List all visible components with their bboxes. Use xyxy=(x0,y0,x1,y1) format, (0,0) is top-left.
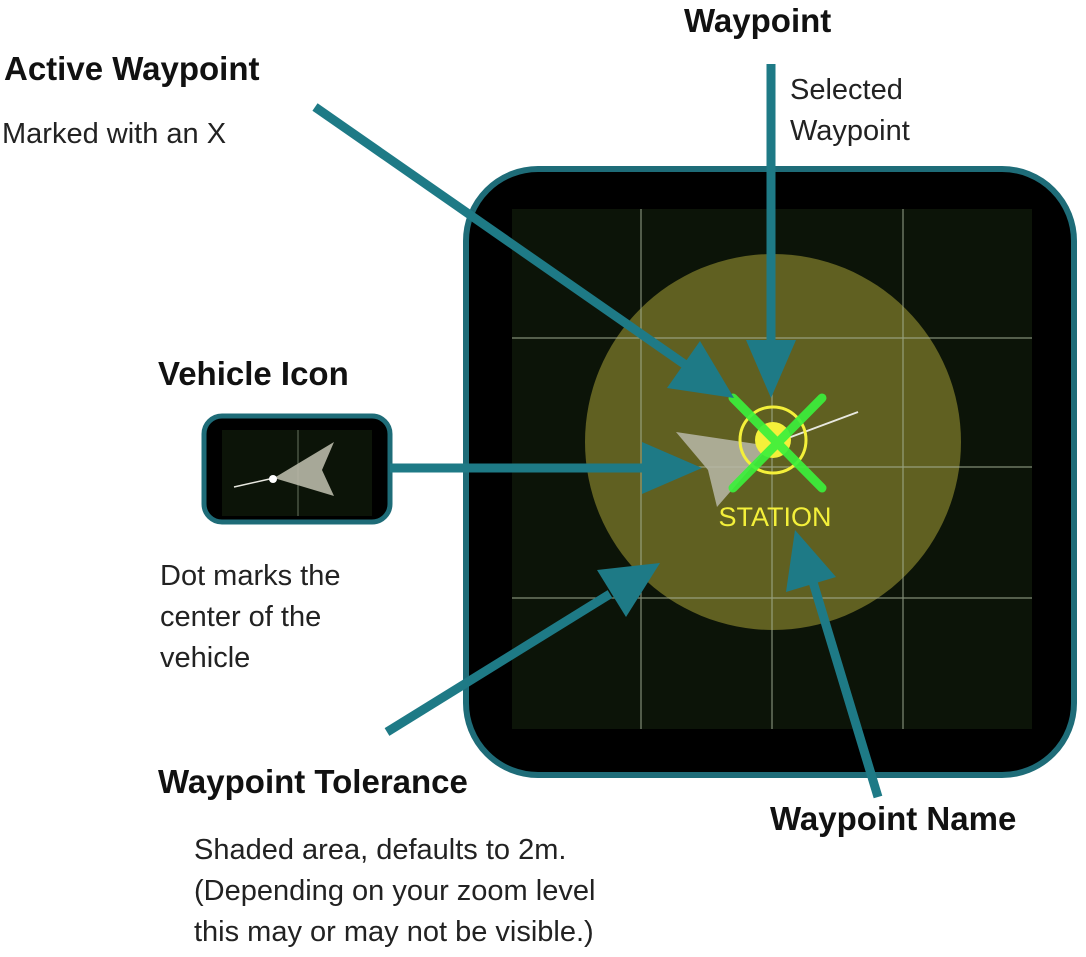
thumbnail-vehicle-shape xyxy=(274,442,334,496)
waypoint-tolerance-description-line: (Depending on your zoom level xyxy=(194,875,596,907)
active-waypoint-arrow xyxy=(312,103,734,398)
vehicle-center-dot xyxy=(269,475,277,483)
waypoint-tolerance-description: Shaded area, defaults to 2m. (Depending … xyxy=(194,830,595,953)
vehicle-icon-description-line: Dot marks the xyxy=(160,560,341,592)
vehicle-icon-description: Dot marks the center of the vehicle xyxy=(160,556,341,679)
waypoint-description-line: Selected xyxy=(790,74,903,106)
vehicle-icon-heading: Vehicle Icon xyxy=(158,355,349,392)
active-waypoint-x xyxy=(728,393,827,493)
annotation-arrows xyxy=(312,64,883,799)
waypoint-tolerance-arrow xyxy=(384,563,660,736)
vehicle-icon-description-line: center of the xyxy=(160,601,322,633)
active-waypoint-description: Marked with an X xyxy=(2,114,226,155)
vehicle-icon-arrow xyxy=(390,442,702,494)
active-waypoint-heading: Active Waypoint xyxy=(4,50,260,87)
waypoint-tolerance-description-line: Shaded area, defaults to 2m. xyxy=(194,834,567,866)
waypoint-name-label: STATION xyxy=(719,502,832,532)
waypoint-description-line: Waypoint xyxy=(790,115,910,147)
waypoint-name-arrow xyxy=(786,530,883,799)
waypoint-arrow xyxy=(746,64,796,398)
active-waypoint-description-line: Marked with an X xyxy=(2,118,227,150)
thumbnail-heading-line xyxy=(233,477,275,488)
waypoint-tolerance-description-line: this may or may not be visible.) xyxy=(194,916,594,948)
vehicle-icon-description-line: vehicle xyxy=(160,642,251,674)
waypoint-description: Selected Waypoint xyxy=(790,70,910,152)
waypoint-heading: Waypoint xyxy=(684,2,832,39)
waypoint-name-heading: Waypoint Name xyxy=(770,800,1017,837)
waypoint-tolerance-heading: Waypoint Tolerance xyxy=(158,763,468,800)
